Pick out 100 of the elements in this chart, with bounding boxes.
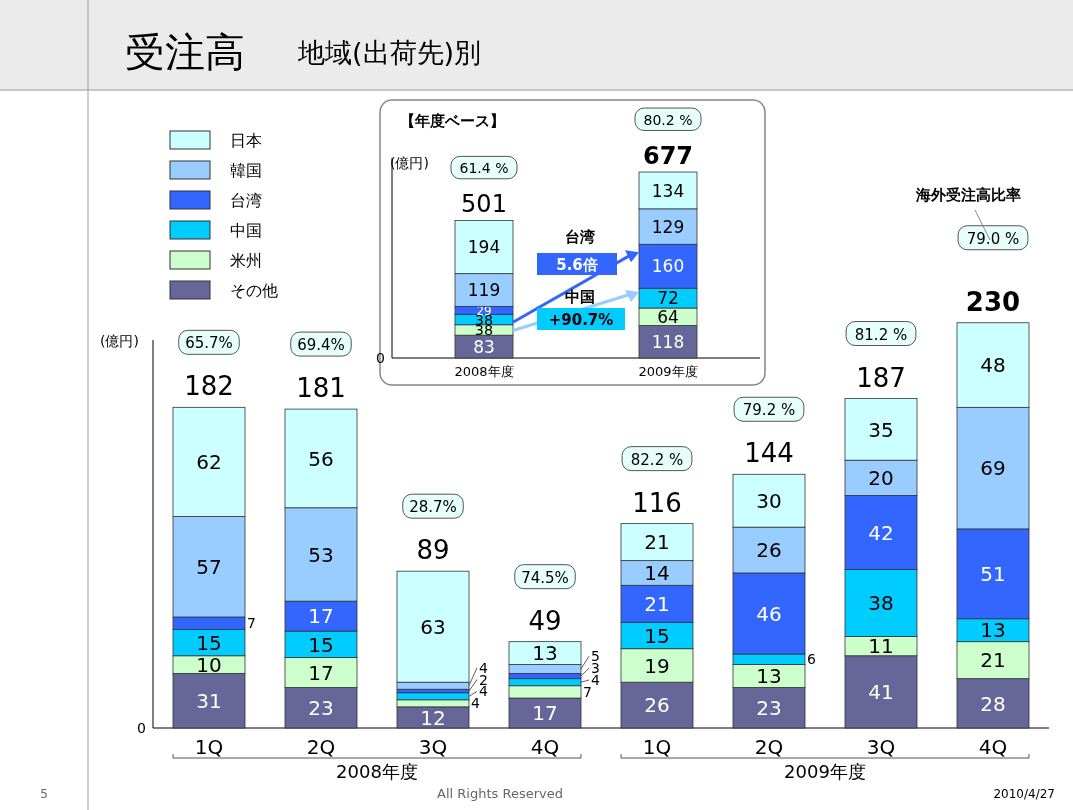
annotation: 中国 [565,288,595,306]
data-label: 13 [980,618,1006,643]
data-label: 6 [807,651,816,668]
data-label: 57 [196,554,222,579]
x-tick-label: 4Q [530,735,560,759]
annotation: 79.2 % [742,401,796,420]
data-label: 69 [980,456,1006,481]
data-label: 15 [196,630,222,655]
data-label: 119 [467,280,501,301]
total-label: 677 [642,142,694,171]
data-label: 23 [756,695,782,720]
annotation: 61.4 % [459,160,509,177]
text: All Rights Reserved [437,786,563,801]
data-label: 48 [980,353,1006,378]
data-label: 51 [980,562,1006,587]
x-tick-label: 3Q [866,735,896,759]
text: 79.0 % [966,229,1020,248]
data-label: 17 [532,701,558,726]
data-label: 64 [657,306,679,327]
data-label: 7 [247,615,256,632]
data-label: 14 [644,561,670,586]
legend-label: 米州 [230,251,262,270]
data-label: 4 [591,672,600,689]
total-label: 230 [965,286,1021,317]
y-axis-title: (億円) [390,155,429,171]
data-label: 41 [868,680,894,705]
total-label: 187 [856,362,906,393]
total-label: 116 [632,487,682,518]
annotation: +90.7% [548,311,614,329]
data-label: 21 [644,530,670,555]
data-label: 28 [980,691,1006,716]
data-label: 15 [308,632,334,657]
data-label: 26 [756,538,782,563]
text: 80.2 % [643,111,693,128]
data-label: 13 [532,641,558,666]
data-label: 17 [308,660,334,685]
chart-title: 受注高 [125,29,245,75]
data-label: 194 [467,237,501,258]
data-label: 17 [308,604,334,629]
data-label: 129 [651,216,685,237]
total-label: 89 [416,535,450,566]
data-label: 56 [308,446,334,471]
data-label: 23 [308,695,334,720]
data-label: 21 [644,591,670,616]
x-tick-label: 2Q [306,735,336,759]
text: 2010/4/27 [993,787,1055,801]
data-label: 15 [644,623,670,648]
data-label: 4 [471,695,480,712]
x-tick-label: 1Q [642,735,672,759]
data-label: 26 [644,693,670,718]
x-tick-label: 4Q [978,735,1008,759]
data-label: 160 [651,256,685,277]
text: 0 [137,720,146,736]
legend-label: 韓国 [230,161,262,180]
legend-label: 日本 [230,131,262,150]
text: 2009年度 [784,761,866,782]
data-label: 72 [657,288,679,309]
annotation: 65.7% [185,334,233,353]
legend-label: 台湾 [230,191,262,210]
data-label: 21 [980,648,1006,673]
total-label: 182 [184,371,234,402]
data-label: 7 [583,683,592,700]
text: 2008年度 [336,761,418,782]
x-tick-label: 2Q [754,735,784,759]
data-label: 38 [868,591,894,616]
annotation: 81.2 % [854,325,908,344]
total-label: 501 [461,190,507,219]
data-label: 13 [756,664,782,689]
total-label: 181 [296,373,346,404]
data-label: 10 [196,652,222,677]
annotation: 0 [376,350,385,366]
annotation: 28.7% [409,498,457,517]
total-label: 144 [744,438,794,469]
data-label: 134 [651,180,685,201]
data-label: 35 [868,417,894,442]
x-tick-label: 1Q [194,735,224,759]
annotation: 82.2 % [630,450,684,469]
data-label: 11 [868,634,894,659]
annotation: 5.6倍 [556,256,598,274]
data-label: 4 [479,659,488,676]
data-label: 53 [308,542,334,567]
annotation: 台湾 [565,228,595,246]
text: 5 [40,787,48,801]
chart-subtitle: 地域(出荷先)別 [297,37,482,68]
data-label: 63 [420,614,446,639]
legend-label: 中国 [230,221,262,240]
legend-label: その他 [230,281,278,300]
data-label: 30 [756,488,782,513]
text: 海外受注高比率 [914,186,1021,204]
data-label: 31 [196,688,222,713]
annotation: 74.5% [521,568,569,587]
x-tick-label: 3Q [418,735,448,759]
data-label: 42 [868,520,894,545]
chart-title: 【年度ベース】 [400,112,505,130]
data-label: 46 [756,601,782,626]
data-label: 19 [644,653,670,678]
total-label: 49 [528,605,562,636]
data-label: 20 [868,466,894,490]
y-axis-title: (億円) [100,333,139,349]
data-label: 12 [420,705,446,730]
